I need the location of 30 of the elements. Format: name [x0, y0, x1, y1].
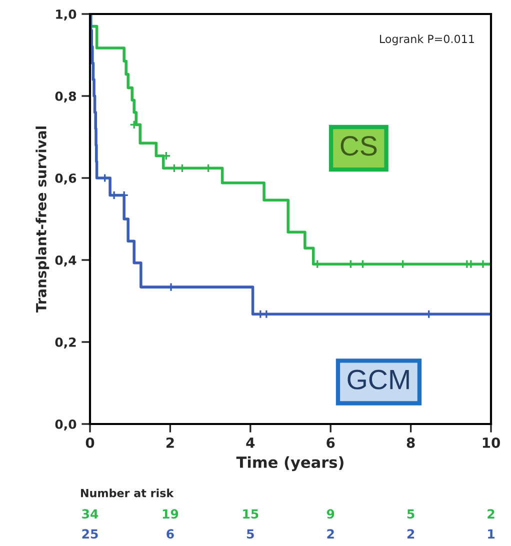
text: 25	[82, 529, 98, 539]
text: 1	[488, 529, 494, 538]
y-tick-label: 0,0	[55, 419, 76, 431]
y-axis-title: Transplant-free survival	[36, 126, 50, 313]
annotation: Logrank P=0.011	[380, 34, 474, 46]
text: 6	[166, 529, 174, 539]
x-tick-label: 6	[326, 437, 335, 448]
text: 15	[243, 509, 258, 519]
y-tick-label: 0,8	[55, 91, 76, 103]
text: 34	[82, 509, 98, 519]
x-tick-label: 8	[406, 437, 415, 448]
x-axis-title: Time (years)	[236, 456, 344, 472]
y-tick-label: 0,6	[55, 173, 76, 185]
text: GCM	[348, 370, 409, 390]
text: 2	[327, 529, 334, 538]
y-tick-label: 0,2	[55, 337, 76, 349]
y-tick-label: 1,0	[56, 9, 76, 21]
text: 2	[407, 529, 414, 538]
text: 5	[407, 509, 414, 519]
text: 19	[162, 509, 178, 519]
x-tick-label: 0	[86, 437, 94, 448]
x-tick-label: 4	[246, 438, 255, 448]
x-tick-label: 2	[166, 437, 174, 448]
text: Number at risk	[81, 488, 174, 498]
x-tick-label: 10	[482, 437, 500, 448]
text: 5	[247, 529, 254, 539]
y-tick-label: 0,4	[55, 255, 76, 267]
text: 9	[326, 509, 334, 519]
text: CS	[340, 136, 377, 156]
text: 2	[488, 509, 494, 518]
